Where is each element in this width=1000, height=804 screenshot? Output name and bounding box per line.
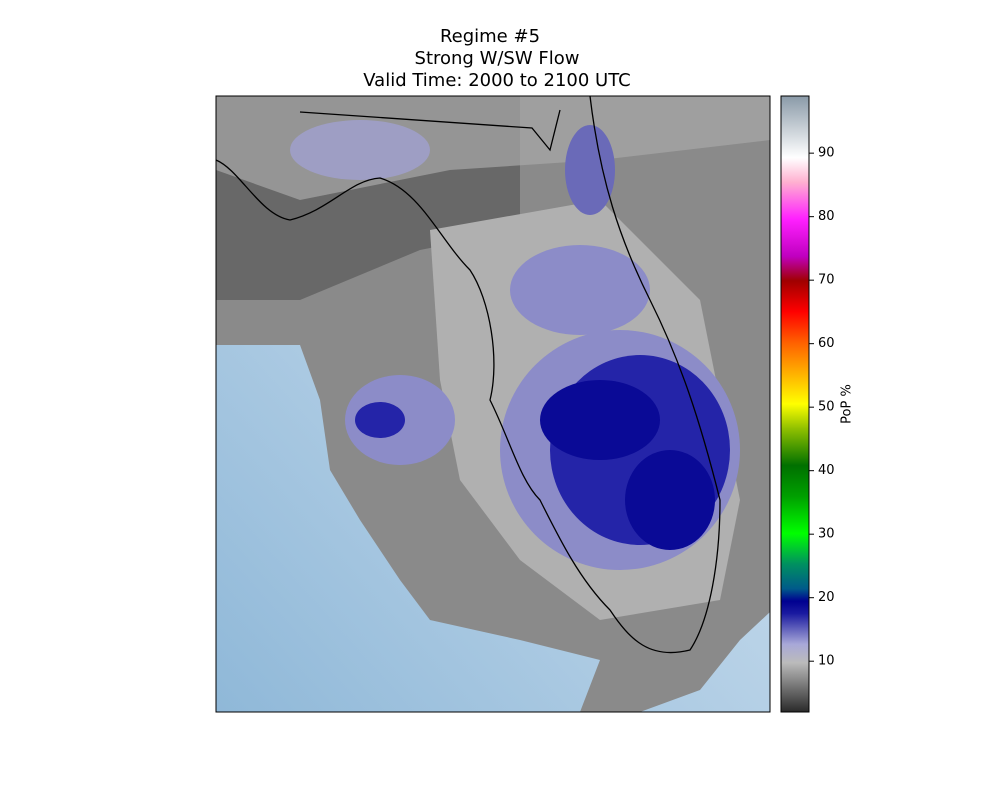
map (216, 96, 770, 712)
map-frame (215, 95, 771, 713)
colorbar-tick-label: 70 (818, 273, 835, 288)
title-line: Strong W/SW Flow (415, 48, 580, 69)
colorbar-tick-label: 10 (818, 654, 835, 669)
colorbar-label: PoP % (840, 384, 855, 424)
colorbar-tick-label: 40 (818, 463, 835, 478)
colorbar-tick-label: 50 (818, 400, 835, 415)
title-line: Regime #5 (440, 26, 540, 47)
colorbar-tick-label: 20 (818, 590, 835, 605)
colorbar-tick-label: 90 (818, 146, 835, 161)
colorbar-tick-label: 80 (818, 209, 835, 224)
colorbar-tick-label: 30 (818, 527, 835, 542)
colorbar-tick-label: 60 (818, 336, 835, 351)
colorbar (780, 95, 810, 713)
title-line: Valid Time: 2000 to 2100 UTC (363, 70, 630, 91)
